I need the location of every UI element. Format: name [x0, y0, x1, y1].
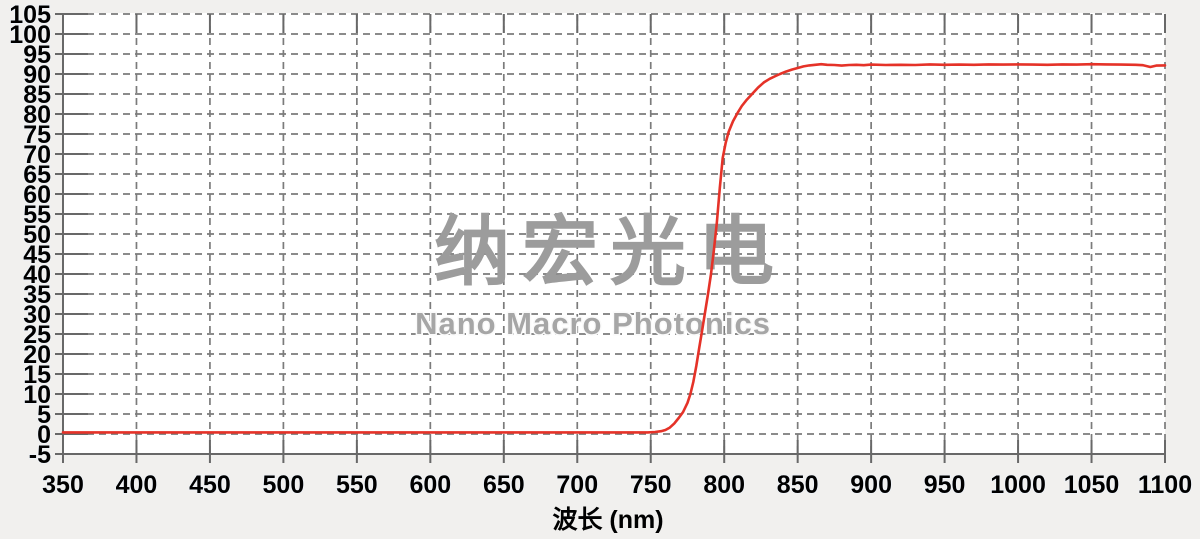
y-tick-label: 65	[23, 161, 51, 189]
x-tick-label: 850	[777, 471, 819, 499]
x-tick-label: 900	[850, 471, 892, 499]
y-tick-label: 80	[23, 101, 51, 129]
x-axis-title: 波长 (nm)	[552, 506, 663, 534]
transmission-curve	[61, 62, 1167, 434]
x-tick-label: 350	[42, 471, 84, 499]
x-tick-label: 550	[336, 471, 378, 499]
y-tick-label: 45	[23, 241, 51, 269]
y-tick-label: 25	[23, 321, 51, 349]
y-tick-label: 5	[37, 401, 51, 429]
x-tick-label: 700	[556, 471, 598, 499]
x-axis-labels: 350 400 450 500 550 600 650 700 750 800 850 900 950 1…	[41, 470, 1192, 500]
x-tick-label: 450	[189, 471, 231, 499]
x-tick-label: 500	[263, 471, 305, 499]
watermark-chinese: 纳宏光电	[434, 210, 786, 295]
y-tick-label: 20	[23, 341, 51, 369]
y-tick-label: 60	[23, 181, 51, 209]
y-tick-label: 75	[23, 121, 51, 149]
y-tick-label: -5	[29, 441, 51, 469]
watermark-english: Nano Macro Photonics	[415, 306, 771, 341]
y-tick-label: 30	[23, 301, 51, 329]
y-tick-label: 100	[9, 21, 51, 49]
x-tick-label: 400	[116, 471, 158, 499]
y-tick-label: 70	[23, 141, 51, 169]
x-tick-label: 950	[924, 471, 966, 499]
gridlines	[63, 13, 1166, 454]
axis-ticks	[55, 13, 1166, 463]
x-tick-label: 1000	[990, 471, 1046, 499]
y-tick-label: 0	[37, 421, 51, 449]
y-tick-label: 85	[23, 81, 51, 109]
x-tick-label: 600	[409, 471, 451, 499]
y-tick-label: 55	[23, 201, 51, 229]
y-tick-label: 95	[23, 41, 51, 69]
y-tick-label: 50	[23, 221, 51, 249]
y-tick-label: 15	[23, 361, 51, 389]
x-tick-label: 1100	[1138, 471, 1192, 499]
x-tick-label: 1050	[1064, 471, 1120, 499]
y-tick-label: 35	[23, 281, 51, 309]
x-tick-label: 650	[483, 471, 525, 499]
y-tick-label: 105	[9, 1, 51, 29]
x-tick-label: 800	[703, 471, 745, 499]
y-tick-label: 90	[23, 61, 51, 89]
x-tick-label: 750	[630, 471, 672, 499]
y-axis-labels: 1051009590858075706560555045403530252015…	[9, 0, 52, 470]
y-tick-label: 40	[23, 261, 51, 289]
y-tick-label: 10	[23, 381, 51, 409]
